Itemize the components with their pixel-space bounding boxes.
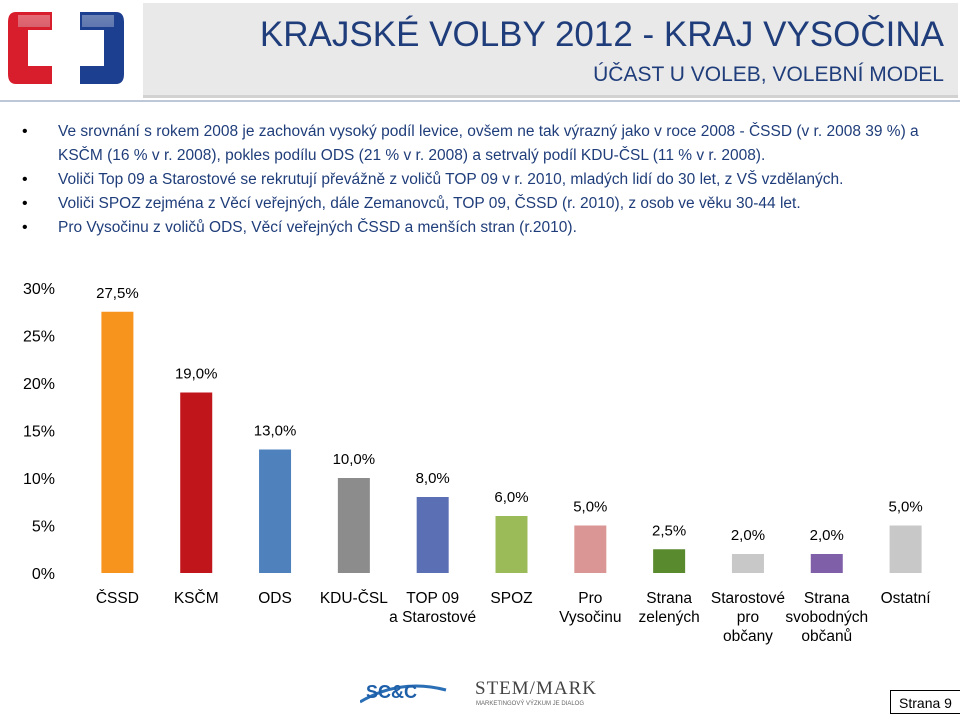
y-tick-label: 0% xyxy=(32,566,55,583)
bar xyxy=(416,497,449,573)
x-tick-label: SPOZ xyxy=(490,590,532,607)
x-tick-label: Vysočinu xyxy=(559,609,621,626)
header-banner: KRAJSKÉ VOLBY 2012 - KRAJ VYSOČINA ÚČAST… xyxy=(143,3,958,98)
page-number: Strana 9 xyxy=(890,690,960,714)
y-tick-label: 10% xyxy=(23,471,55,488)
data-label: 2,0% xyxy=(731,527,765,544)
bar xyxy=(259,449,292,573)
y-tick-label: 25% xyxy=(23,329,55,346)
x-tick-label: zelených xyxy=(639,609,700,626)
x-tick-label: občany xyxy=(723,628,773,645)
page-title: KRAJSKÉ VOLBY 2012 - KRAJ VYSOČINA xyxy=(259,15,944,54)
x-tick-label: KSČM xyxy=(174,590,219,607)
data-label: 27,5% xyxy=(96,285,139,302)
data-label: 6,0% xyxy=(494,489,528,506)
y-tick-label: 5% xyxy=(32,519,55,536)
bar xyxy=(337,478,370,573)
x-tick-label: občanů xyxy=(801,628,852,645)
x-tick-label: TOP 09 xyxy=(406,590,459,607)
bullet-list: Ve srovnání s rokem 2008 je zachován vys… xyxy=(22,120,922,240)
y-tick-label: 30% xyxy=(23,281,55,298)
bar xyxy=(180,392,213,573)
x-tick-label: Pro xyxy=(578,590,602,607)
header-divider xyxy=(0,100,960,102)
bar xyxy=(731,554,764,573)
x-tick-label: ČSSD xyxy=(96,590,139,607)
data-label: 2,5% xyxy=(652,522,686,539)
x-tick-label: svobodných xyxy=(785,609,868,626)
footer-logos: SC&C STEM/MARK MARKETINGOVÝ VÝZKUM JE DI… xyxy=(359,672,620,717)
bar xyxy=(101,311,134,573)
bar xyxy=(653,549,686,573)
x-tick-label: Strana xyxy=(804,590,850,607)
bullet-item: Voliči Top 09 a Starostové se rekrutují … xyxy=(22,168,922,192)
page-subtitle: ÚČAST U VOLEB, VOLEBNÍ MODEL xyxy=(593,63,944,86)
y-tick-label: 15% xyxy=(23,424,55,441)
bullet-item: Voliči SPOZ zejména z Věcí veřejných, dá… xyxy=(22,192,922,216)
data-label: 8,0% xyxy=(416,470,450,487)
x-tick-label: a Starostové xyxy=(389,609,476,626)
data-label: 2,0% xyxy=(810,527,844,544)
scc-logo-text: SC&C xyxy=(366,682,417,702)
x-tick-label: Strana xyxy=(646,590,692,607)
x-tick-label: KDU-ČSL xyxy=(320,590,388,607)
x-tick-label: Ostatní xyxy=(881,590,932,607)
y-tick-label: 20% xyxy=(23,376,55,393)
x-tick-label: ODS xyxy=(258,590,292,607)
bar xyxy=(810,554,843,573)
data-label: 5,0% xyxy=(573,499,607,516)
x-tick-label: pro xyxy=(737,609,759,626)
x-tick-label: Starostové xyxy=(711,590,785,607)
bullet-item: Ve srovnání s rokem 2008 je zachován vys… xyxy=(22,120,922,168)
stem-mark-logo-text: STEM/MARK xyxy=(475,678,597,699)
data-label: 19,0% xyxy=(175,366,218,383)
stem-mark-tagline: MARKETINGOVÝ VÝZKUM JE DIALOG xyxy=(476,700,584,707)
bullet-item: Pro Vysočinu z voličů ODS, Věcí veřejnýc… xyxy=(22,216,922,240)
data-label: 5,0% xyxy=(888,499,922,516)
bar xyxy=(889,525,922,573)
bar xyxy=(574,525,607,573)
scc-logo: SC&C xyxy=(359,682,447,704)
bar-chart: 0% 5% 10% 15% 20% 25% 30% 27,5% ČSSD 19,0% KSČM 13,… xyxy=(23,281,932,645)
data-label: 13,0% xyxy=(254,423,297,440)
bar xyxy=(495,516,528,573)
broadcaster-logo xyxy=(6,6,126,90)
data-label: 10,0% xyxy=(333,451,376,468)
stem-mark-logo: STEM/MARK MARKETINGOVÝ VÝZKUM JE DIALOG xyxy=(475,678,597,707)
